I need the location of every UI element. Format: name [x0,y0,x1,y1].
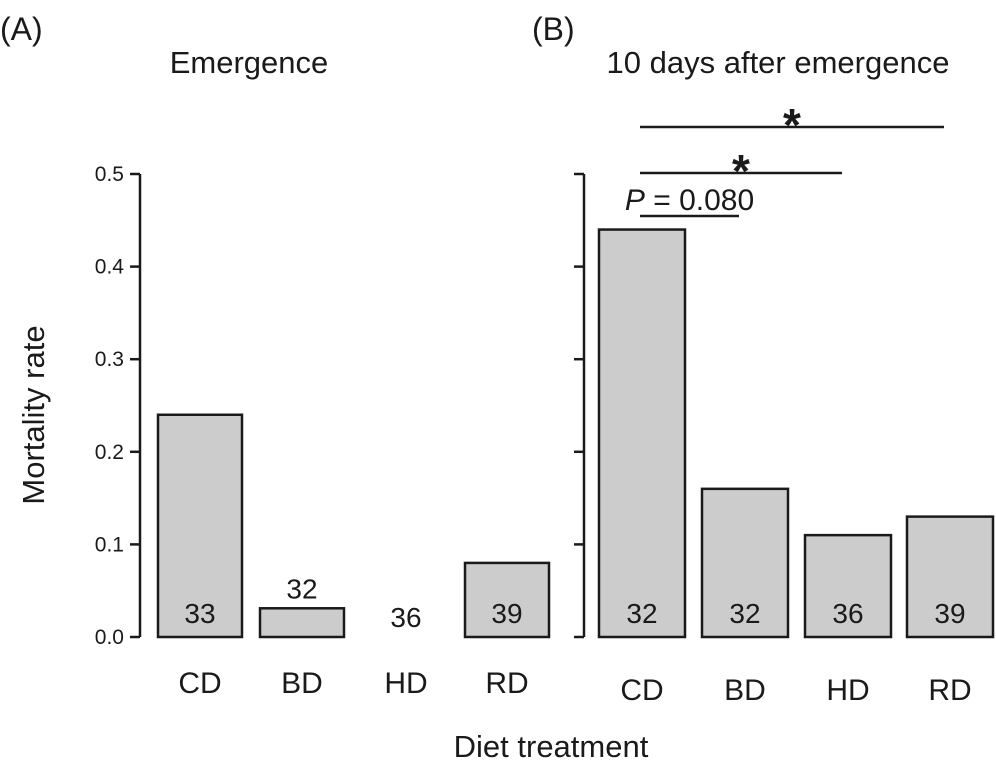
sample-size-label: 39 [934,598,965,629]
panel-b-significance-brackets: P = 0.080** [625,99,944,218]
p-value-label: P = 0.080 [625,184,754,217]
bar-cd [156,413,244,639]
category-label-rd: RD [485,667,528,700]
category-label-rd: RD [928,674,971,707]
y-tick-label: 0.3 [95,348,124,371]
significance-star: * [783,99,801,151]
category-label-cd: CD [620,674,663,707]
panel-b-letter: (B) [532,11,575,47]
panel-a-y-ticks: 0.0 0.1 0.2 0.3 0.4 0.5 [95,163,140,649]
y-tick-label: 0.1 [95,533,124,556]
bar-rd [905,515,995,639]
bar-bd [700,487,790,639]
category-label-hd: HD [826,674,869,707]
panel-b: (B) 10 days after emergence 32 CD 32 BD 36 HD… [532,11,995,707]
sample-size-label: 32 [286,573,317,604]
category-label-bd: BD [724,674,766,707]
sample-size-label: 39 [491,598,522,629]
category-label-hd: HD [384,667,427,700]
panel-b-y-ticks [574,172,584,639]
y-tick-label: 0.0 [95,626,124,649]
panel-a-title: Emergence [170,45,329,80]
x-axis-title: Diet treatment [454,729,649,764]
sample-size-label: 36 [832,598,863,629]
bar-bd [258,607,346,639]
y-tick-label: 0.5 [95,163,124,186]
bar-cd [597,228,687,639]
y-axis-title: Mortality rate [16,325,51,504]
panel-a-letter: (A) [0,11,43,47]
panel-b-title: 10 days after emergence [607,45,950,80]
y-tick-label: 0.2 [95,441,124,464]
bar-hd [803,533,893,639]
panel-a: (A) Emergence 0.0 0.1 0.2 0.3 0.4 0.5 33 CD 32 B… [0,11,551,700]
sample-size-label: 33 [184,598,215,629]
panel-a-bars: 33 CD 32 BD 36 HD 39 RD [156,413,551,700]
sample-size-label: 36 [390,602,421,633]
category-label-bd: BD [281,667,323,700]
significance-star: * [732,145,750,197]
sample-size-label: 32 [626,598,657,629]
sample-size-label: 32 [729,598,760,629]
category-label-cd: CD [178,667,221,700]
bar-rd [463,561,551,639]
panel-b-bars: 32 CD 32 BD 36 HD 39 RD [597,228,995,707]
y-tick-label: 0.4 [95,256,125,279]
